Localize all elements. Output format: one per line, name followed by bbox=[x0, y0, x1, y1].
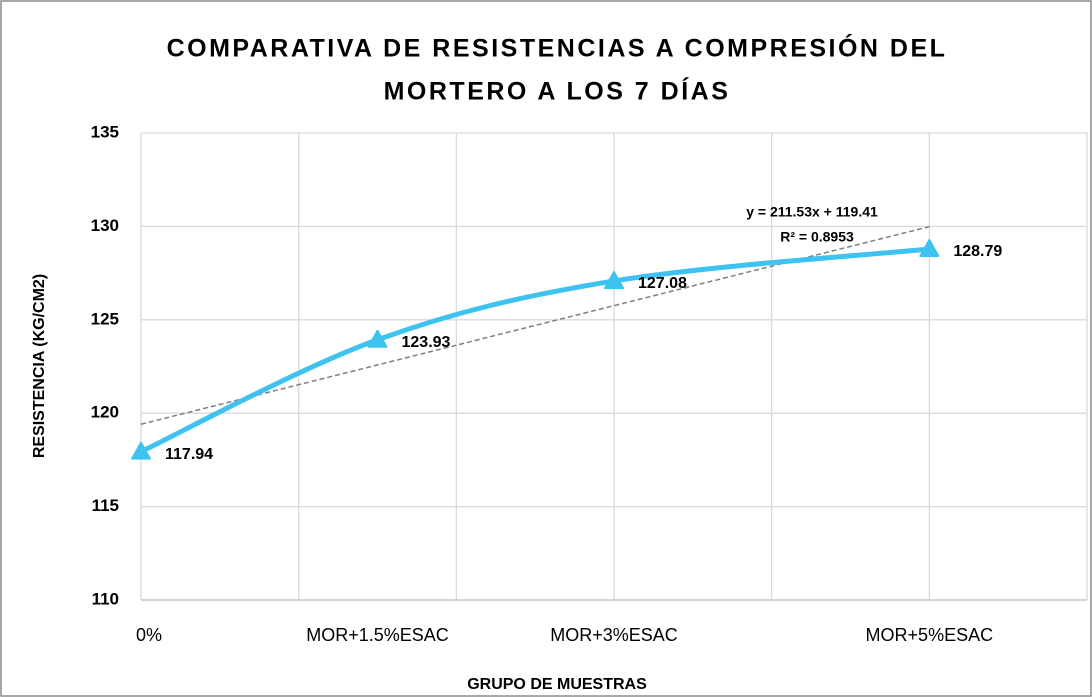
x-axis-label: GRUPO DE MUESTRAS bbox=[467, 676, 647, 693]
data-line bbox=[138, 246, 932, 455]
y-tick-label: 135 bbox=[91, 122, 119, 141]
y-tick-label: 130 bbox=[91, 216, 119, 235]
y-tick-label: 125 bbox=[91, 309, 119, 328]
y-tick-label: 115 bbox=[92, 496, 119, 515]
x-tick-label: 0% bbox=[136, 625, 162, 645]
trendline-r2: R² = 0.8953 bbox=[780, 229, 854, 245]
chart-title: COMPARATIVA DE RESISTENCIAS A COMPRESIÓN… bbox=[167, 33, 948, 63]
marker bbox=[604, 270, 624, 289]
trendline-equation: y = 211.53x + 119.41 bbox=[746, 204, 878, 220]
x-tick-label: MOR+1.5%ESAC bbox=[306, 625, 449, 645]
y-tick-label: 110 bbox=[92, 589, 119, 608]
data-label: 117.94 bbox=[165, 446, 213, 463]
chart-title: MORTERO A LOS 7 DÍAS bbox=[384, 77, 731, 106]
x-tick-label: MOR+3%ESAC bbox=[550, 625, 678, 645]
y-tick-label: 120 bbox=[91, 403, 119, 422]
title-box bbox=[125, 25, 990, 115]
marker bbox=[919, 239, 940, 258]
data-label: 123.93 bbox=[402, 334, 451, 351]
marker bbox=[367, 329, 388, 348]
x-tick-label: MOR+5%ESAC bbox=[866, 625, 994, 645]
data-label: 127.08 bbox=[638, 275, 687, 292]
y-axis-label: RESISTENCIA (KG/CM2) bbox=[31, 274, 48, 458]
data-label: 128.79 bbox=[953, 243, 1002, 260]
marker bbox=[131, 441, 151, 460]
